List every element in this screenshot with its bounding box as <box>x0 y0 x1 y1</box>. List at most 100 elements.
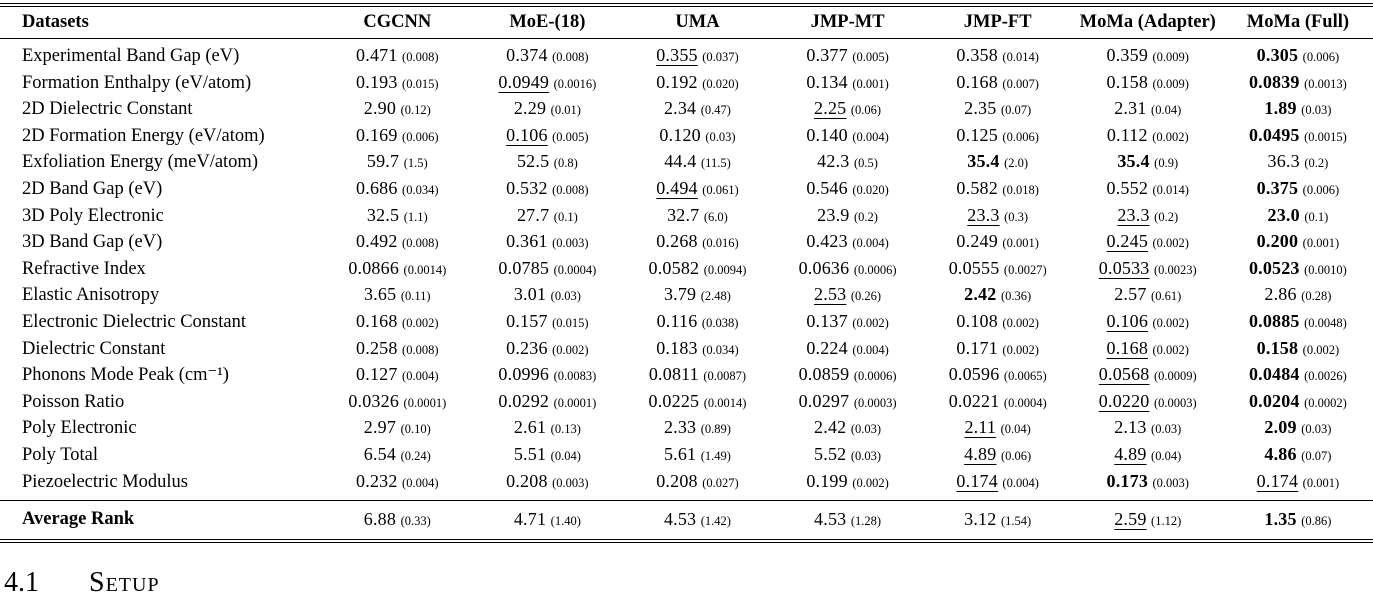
metric-cell: 4.89 (0.06) <box>923 442 1073 469</box>
row-label: Electronic Dielectric Constant <box>22 311 246 332</box>
metric-value: 0.0636 <box>798 257 850 278</box>
row-label: Refractive Index <box>22 258 146 279</box>
metric-value: 3.01 <box>513 284 547 305</box>
metric-value: 0.492 <box>356 231 398 252</box>
metric-cell: 3.79 (2.48) <box>622 282 772 309</box>
metric-std: (0.004) <box>852 236 889 251</box>
metric-value: 0.0523 <box>1248 257 1300 278</box>
metric-std: (0.86) <box>1301 514 1332 529</box>
metric-value: 0.0568 <box>1098 364 1150 385</box>
metric-std: (0.03) <box>850 448 882 463</box>
metric-std: (0.0016) <box>553 76 597 91</box>
metric-cell: 0.174 (0.004) <box>923 469 1073 501</box>
metric-std: (0.001) <box>1302 475 1340 490</box>
table-header: Datasets CGCNN MoE-(18) UMA JMP-MT JMP-FT MoMa… <box>0 3 1373 39</box>
metric-std: (0.03) <box>1301 422 1332 437</box>
metric-value: 0.245 <box>1106 231 1149 252</box>
metric-std: (2.48) <box>700 289 731 304</box>
metric-std: (0.002) <box>1152 315 1189 330</box>
metric-std: (0.002) <box>1002 315 1039 330</box>
metric-std: (0.04) <box>1151 103 1182 118</box>
metric-cell: 2.57 (0.61) <box>1073 282 1223 309</box>
metric-std: (0.008) <box>402 50 439 64</box>
metric-value: 0.0292 <box>498 390 550 411</box>
metric-value: 0.208 <box>506 470 548 491</box>
metric-std: (0.014) <box>1002 50 1039 64</box>
metric-std: (0.0014) <box>703 395 747 410</box>
metric-value: 3.65 <box>364 284 397 305</box>
table-body: Experimental Band Gap (eV) 0.471 (0.008) 0… <box>0 39 1373 501</box>
metric-cell: 0.232 (0.004) <box>322 469 472 501</box>
metric-std: (0.0094) <box>703 262 747 277</box>
metric-cell: 0.245 (0.002) <box>1073 229 1223 256</box>
metric-value: 2.34 <box>663 98 697 119</box>
metric-std: (0.034) <box>402 182 439 197</box>
metric-cell: 2.42 (0.36) <box>923 282 1073 309</box>
section-number: 4.1 <box>4 567 39 598</box>
metric-cell: 0.0326 (0.0001) <box>322 389 472 416</box>
metric-cell: 0.0866 (0.0014) <box>322 256 472 283</box>
row-label: Elastic Anisotropy <box>22 285 160 306</box>
metric-std: (0.004) <box>852 129 889 144</box>
row-label: Piezoelectric Modulus <box>22 471 188 492</box>
row-label: 3D Poly Electronic <box>22 205 164 226</box>
metric-cell: 0.134 (0.001) <box>773 70 923 97</box>
metric-value: 0.0555 <box>948 257 1000 278</box>
metric-std: (0.06) <box>850 103 882 118</box>
metric-value: 2.31 <box>1114 98 1147 119</box>
metric-value: 0.0859 <box>798 364 850 385</box>
metric-value: 5.61 <box>663 443 697 464</box>
metric-value: 0.0866 <box>348 257 400 278</box>
metric-value: 42.3 <box>817 151 850 172</box>
metric-cell: 2.31 (0.04) <box>1073 96 1223 123</box>
metric-cell: 0.236 (0.002) <box>472 336 622 363</box>
metric-cell: 0.106 (0.005) <box>472 123 622 150</box>
metric-cell: 0.158 (0.002) <box>1223 336 1373 363</box>
metric-cell: 2.59 (1.12) <box>1072 500 1223 544</box>
metric-value: 0.361 <box>506 231 548 252</box>
metric-std: (0.10) <box>400 422 431 437</box>
metric-value: 0.374 <box>506 45 548 65</box>
column-header-datasets: Datasets <box>0 3 323 39</box>
metric-cell: 0.0596 (0.0065) <box>923 362 1073 389</box>
column-header-uma: UMA <box>622 3 773 39</box>
metric-cell: 0.358 (0.014) <box>923 39 1073 70</box>
metric-value: 0.0225 <box>648 390 700 411</box>
metric-cell: 2.13 (0.03) <box>1073 415 1223 442</box>
metric-cell: 0.0495 (0.0015) <box>1223 123 1373 150</box>
metric-cell: 32.5 (1.1) <box>322 203 472 230</box>
metric-std: (0.2) <box>1304 156 1329 171</box>
metric-cell: 0.0996 (0.0083) <box>472 362 622 389</box>
metric-value: 0.125 <box>956 124 998 145</box>
metric-value: 0.158 <box>1106 71 1149 92</box>
table-row-formation-enthalpy-ev-atom: Formation Enthalpy (eV/atom) 0.193 (0.015… <box>0 70 1373 97</box>
metric-cell: 23.9 (0.2) <box>773 203 923 230</box>
metric-value: 0.168 <box>956 71 998 92</box>
metric-cell: 0.0949 (0.0016) <box>472 70 622 97</box>
metric-cell: 0.140 (0.004) <box>773 123 923 150</box>
metric-std: (0.0083) <box>553 369 597 384</box>
table-row-phonons-mode-peak-cm: Phonons Mode Peak (cm⁻¹) 0.127 (0.004) 0.0… <box>0 362 1373 389</box>
metric-std: (0.008) <box>552 50 589 64</box>
metric-std: (0.03) <box>550 289 581 304</box>
metric-cell: 23.3 (0.2) <box>1073 203 1223 230</box>
metric-cell: 0.0555 (0.0027) <box>923 256 1073 283</box>
metric-value: 4.53 <box>814 509 847 530</box>
metric-value: 4.71 <box>513 509 547 530</box>
metric-std: (0.0026) <box>1304 369 1347 384</box>
metric-std: (0.006) <box>1002 129 1039 144</box>
metric-cell: 36.3 (0.2) <box>1223 149 1373 176</box>
metric-cell: 5.51 (0.04) <box>472 442 622 469</box>
metric-value: 35.4 <box>1117 151 1150 172</box>
column-header-cgcnn: CGCNN <box>322 3 473 39</box>
metric-value: 0.192 <box>656 71 698 92</box>
metric-std: (0.07) <box>1000 103 1032 118</box>
metric-std: (0.0048) <box>1304 315 1347 330</box>
metric-value: 0.0297 <box>798 390 850 411</box>
metric-std: (0.003) <box>552 475 589 490</box>
metric-cell: 6.54 (0.24) <box>322 442 472 469</box>
metric-std: (1.54) <box>1000 514 1032 529</box>
metric-std: (0.002) <box>1152 236 1189 251</box>
metric-std: (0.004) <box>852 342 889 357</box>
metric-std: (0.015) <box>402 76 439 91</box>
